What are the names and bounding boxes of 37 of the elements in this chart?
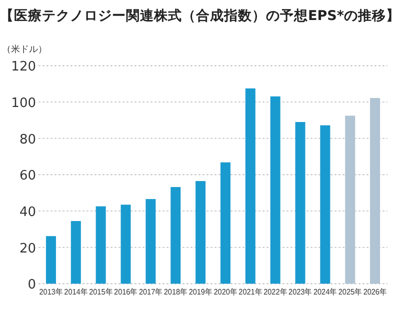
x-tick-label: 2016年 xyxy=(114,288,140,297)
y-tick-label: 0 xyxy=(28,278,36,293)
x-tick-label: 2022年 xyxy=(264,288,290,297)
x-tick-label: 2021年 xyxy=(238,288,264,297)
bar xyxy=(170,187,181,284)
x-tick-label: 2024年 xyxy=(313,288,340,297)
bar xyxy=(96,206,106,284)
x-tick-label: 2017年 xyxy=(138,288,165,297)
x-tick-label: 2025年 xyxy=(338,288,364,297)
x-tick-label: 2023年 xyxy=(288,288,314,297)
y-tick-label: 20 xyxy=(19,241,36,256)
x-tick-label: 2018年 xyxy=(164,288,190,297)
bar xyxy=(220,162,230,284)
x-tick-label: 2013年 xyxy=(39,288,66,297)
y-tick-label: 80 xyxy=(19,132,36,148)
bar xyxy=(146,199,156,284)
chart-title: 【医療テクノロジー関連株式（合成指数）の予想EPS*の推移】 xyxy=(0,7,400,24)
bar xyxy=(70,221,81,284)
bar xyxy=(345,116,356,284)
y-tick-label: 120 xyxy=(11,60,36,75)
y-axis-title: （米ドル） xyxy=(2,44,47,55)
bar xyxy=(320,125,330,284)
y-tick-label: 60 xyxy=(19,168,36,184)
x-tick-label: 2020年 xyxy=(214,288,240,297)
y-tick-label: 100 xyxy=(11,96,36,112)
bar xyxy=(295,122,306,284)
x-tick-label: 2019年 xyxy=(188,288,215,297)
x-tick-label: 2014年 xyxy=(64,288,90,297)
bar xyxy=(245,88,256,284)
bar xyxy=(196,181,206,284)
bar xyxy=(120,204,131,284)
x-tick-label: 2015年 xyxy=(89,288,115,297)
bar xyxy=(270,96,280,284)
bar xyxy=(46,236,56,284)
bar xyxy=(370,98,380,284)
y-tick-label: 40 xyxy=(19,205,36,220)
x-tick-label: 2026年 xyxy=(363,288,390,297)
